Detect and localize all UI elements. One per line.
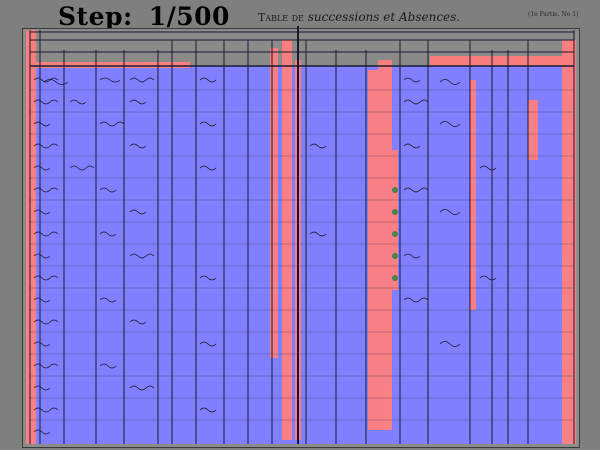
blue-mask	[30, 66, 575, 444]
step-label: Step:	[58, 2, 133, 31]
ledger-rows	[30, 89, 574, 421]
step-value: 1/500	[148, 2, 230, 31]
title-main: successions et Absences.	[307, 10, 461, 24]
step-counter: Step: 1/500	[58, 2, 230, 31]
document-title: Table de successions et Absences.	[258, 10, 460, 24]
handwriting-ink	[33, 77, 497, 435]
page-mark: (1e Partie. No 1)	[528, 11, 579, 18]
title-prefix: Table de	[258, 11, 304, 24]
green-marks	[392, 187, 398, 281]
ledger-columns	[29, 26, 575, 444]
header-rules	[30, 31, 574, 67]
